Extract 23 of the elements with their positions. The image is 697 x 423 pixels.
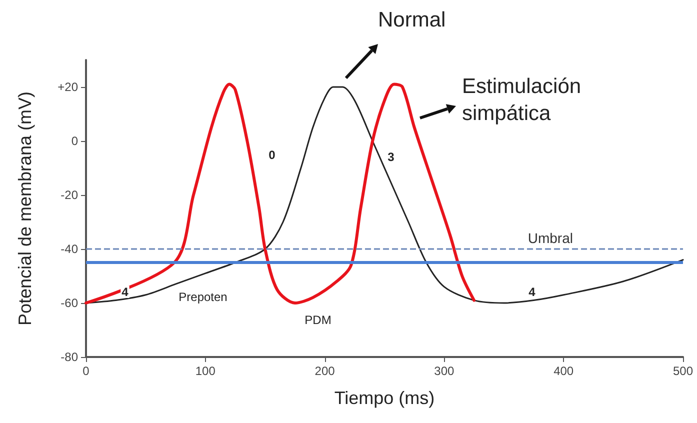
x-tick-label: 200 — [314, 364, 336, 378]
y-tick-label: -20 — [60, 188, 78, 202]
y-tick-label: 0 — [71, 134, 78, 148]
y-axis-title: Potencial de membrana (mV) — [15, 91, 35, 326]
annotation: PDM — [304, 313, 332, 327]
x-axis-title: Tiempo (ms) — [334, 388, 435, 408]
y-tick-label: -40 — [60, 242, 78, 256]
y-tick-label: -60 — [60, 296, 78, 310]
x-tick-label: 300 — [434, 364, 455, 378]
y-tick-label: +20 — [58, 80, 78, 94]
x-tick-label: 0 — [82, 364, 90, 378]
x-tick-label: 100 — [195, 364, 216, 378]
text: Normal — [378, 8, 446, 32]
text: Estimulación simpática — [462, 75, 582, 125]
x-tick-label: 500 — [672, 364, 694, 378]
x-tick-label: 400 — [554, 364, 574, 378]
y-tick-label: -80 — [60, 350, 78, 364]
ref-line-label: Umbral — [528, 230, 573, 246]
annotation: 4 — [528, 285, 536, 299]
annotation: 3 — [388, 150, 395, 164]
annotation: Prepoten — [178, 290, 228, 304]
annotation: 0 — [268, 148, 276, 162]
annotation: 4 — [122, 285, 129, 299]
